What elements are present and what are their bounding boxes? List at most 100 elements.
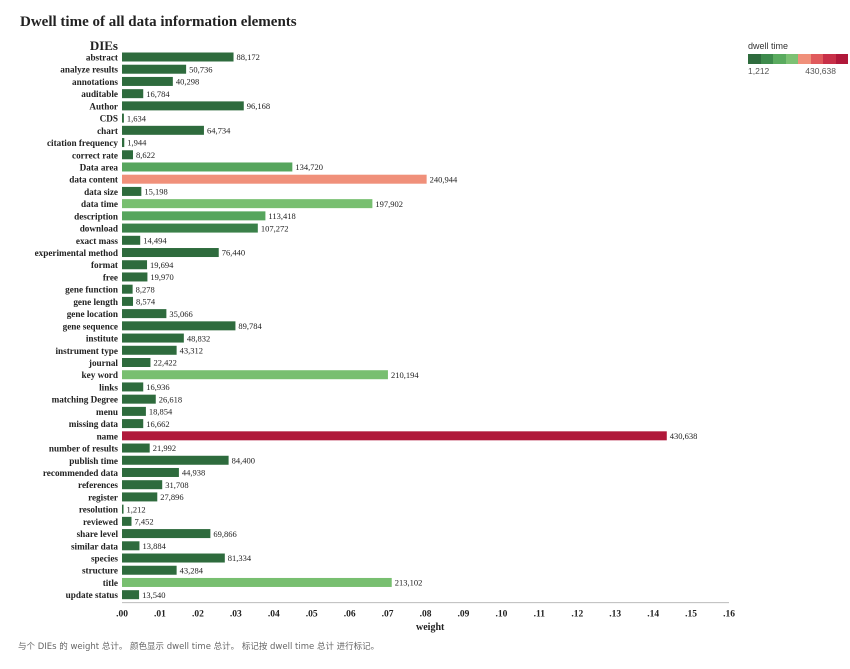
bar [122,516,132,526]
bar [122,248,219,258]
category-label: matching Degree [52,395,118,405]
category-label: analyze results [60,65,118,75]
bar [122,382,144,392]
bar [122,345,177,355]
bar [122,199,373,209]
x-axis-title: weight [416,622,445,633]
bar-value-label: 107,272 [261,223,289,233]
category-label: description [74,211,118,221]
legend-swatch [810,54,823,64]
bar [122,296,134,306]
bar-value-label: 31,708 [165,480,188,490]
x-tick-label: .02 [192,610,204,620]
bar [122,358,151,367]
category-label: chart [97,126,119,136]
bar-value-label: 48,832 [187,333,210,343]
legend-swatch [760,54,773,64]
category-label: references [78,480,118,490]
bar [122,394,156,404]
bar-value-label: 81,334 [228,553,252,563]
x-tick-label: .15 [685,610,697,620]
category-label: menu [96,407,118,417]
bar [122,492,158,502]
x-tick-label: .12 [571,610,583,620]
bar-value-label: 7,452 [134,517,153,527]
bar-value-label: 84,400 [232,455,255,465]
bar-value-label: 26,618 [159,394,182,404]
bar-value-label: 213,102 [395,578,423,588]
bar [122,480,163,490]
bar-value-label: 1,944 [127,138,147,148]
legend-swatch [823,54,836,64]
color-legend: dwell time 1,212 430,638 [748,41,848,76]
bar [122,113,124,123]
legend-swatch [835,54,848,64]
category-label: journal [88,358,119,368]
category-label: structure [82,566,118,576]
category-label: recommended data [43,468,119,478]
bar [122,553,225,563]
legend-max-label: 430,638 [805,66,836,76]
bar-value-label: 19,694 [150,260,174,270]
bar [122,333,184,343]
category-label: key word [82,370,119,380]
bar-value-label: 134,720 [295,162,323,172]
bar [122,443,150,453]
category-label: data content [69,175,119,185]
category-label: institute [86,334,118,344]
bar [122,406,146,416]
category-label: abstract [86,53,119,63]
x-tick-label: .04 [268,610,280,620]
x-tick-label: .06 [344,610,356,620]
x-tick-label: .11 [534,610,546,620]
x-tick-label: .13 [609,610,621,620]
bar [122,272,148,282]
category-label: gene length [73,297,118,307]
bar [122,223,258,233]
bar [122,101,244,111]
bar-value-label: 1,212 [127,504,146,514]
category-label: reviewed [83,517,118,527]
bar-value-label: 16,784 [146,89,170,99]
x-tick-label: .08 [420,610,432,620]
category-label: gene location [67,309,118,319]
bar-value-label: 43,284 [180,565,204,575]
bar [122,52,234,62]
bar [122,186,142,196]
legend-title: dwell time [748,41,789,51]
bar [122,309,167,319]
bar [122,455,229,465]
x-tick-label: .16 [723,610,735,620]
bar [122,504,124,514]
bar [122,125,204,135]
category-label: auditable [81,89,118,99]
bar [122,211,266,221]
bar-value-label: 197,902 [375,199,403,209]
category-label: share level [77,529,119,539]
category-label: gene function [65,285,118,295]
bar [122,64,187,74]
category-label: correct rate [72,150,118,160]
bar-value-label: 35,066 [169,309,192,319]
bar-value-label: 430,638 [670,431,698,441]
legend-swatch [773,54,786,64]
category-label: download [80,224,118,234]
category-label: update status [66,590,119,600]
bar-value-label: 8,574 [136,297,156,307]
x-tick-label: .07 [382,610,394,620]
row-header: DIEs [89,38,118,53]
footnote: 与个 DIEs 的 weight 总计。 颜色显示 dwell time 总计。… [18,642,380,652]
category-label: free [103,272,118,282]
bar-value-label: 210,194 [391,370,419,380]
category-label: publish time [69,456,118,466]
category-label: resolution [79,505,118,515]
category-label: name [97,431,118,441]
bar-value-label: 13,540 [142,590,165,600]
bar-value-label: 44,938 [182,468,205,478]
bar [122,235,141,245]
bar-value-label: 22,422 [153,358,176,368]
category-label: species [91,554,118,564]
bar [122,590,140,600]
bar-value-label: 89,784 [238,321,262,331]
